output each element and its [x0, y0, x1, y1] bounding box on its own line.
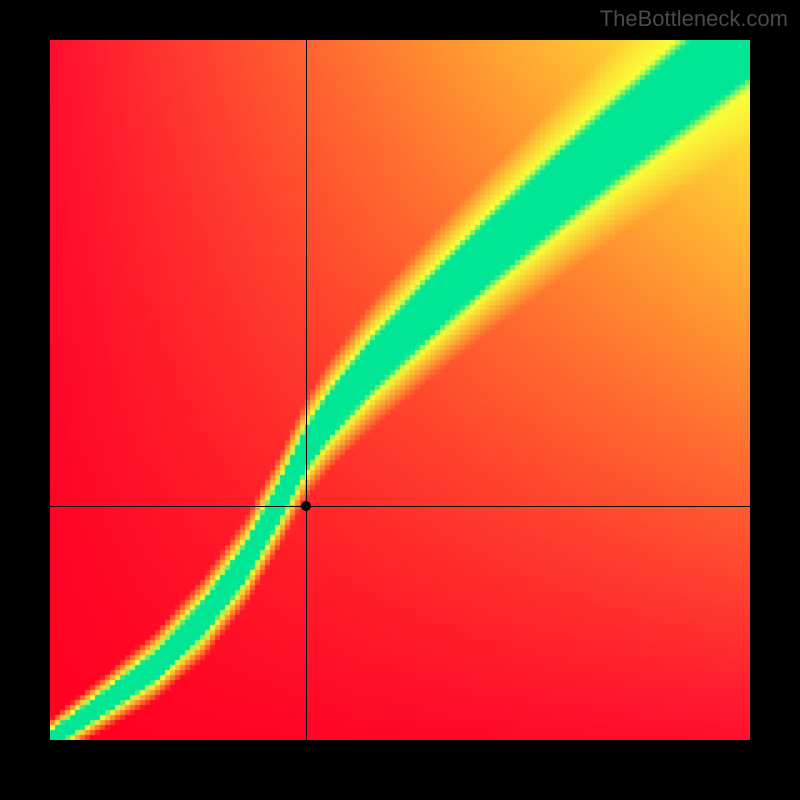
crosshair-vertical [306, 40, 307, 740]
watermark-text: TheBottleneck.com [600, 6, 788, 32]
heatmap-canvas [50, 40, 750, 740]
bottleneck-marker [301, 501, 311, 511]
crosshair-horizontal [50, 506, 750, 507]
plot-area [50, 40, 750, 740]
